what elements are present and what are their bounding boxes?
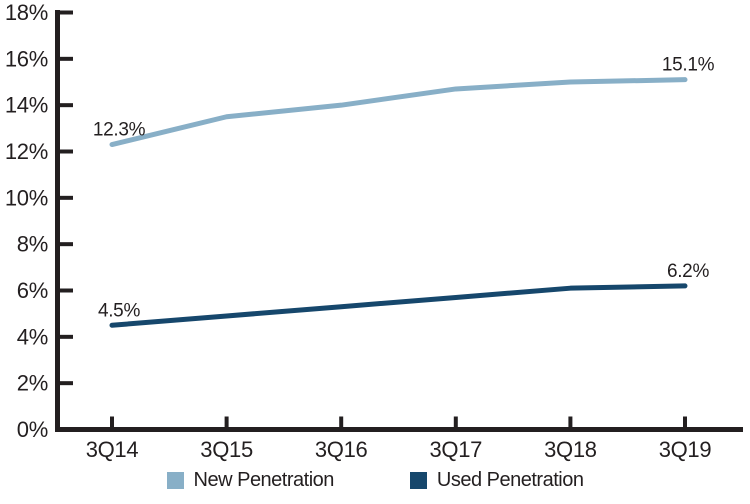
y-axis-tick-label: 6% bbox=[17, 278, 48, 303]
legend-label-used-penetration: Used Penetration bbox=[436, 469, 584, 491]
x-axis-tick-label: 3Q15 bbox=[200, 437, 253, 462]
x-axis-tick-label: 3Q14 bbox=[86, 437, 139, 462]
x-axis-tick-label: 3Q18 bbox=[544, 437, 597, 462]
legend-swatch-new-penetration bbox=[166, 471, 184, 489]
y-axis-tick-label: 16% bbox=[5, 46, 48, 71]
series-line-new-penetration bbox=[109, 77, 688, 148]
series-line-used-penetration bbox=[109, 283, 688, 328]
x-axis-tick-label: 3Q16 bbox=[315, 437, 368, 462]
axis-lines bbox=[55, 10, 743, 432]
x-axis-tick-label: 3Q19 bbox=[659, 437, 712, 462]
legend-label-new-penetration: New Penetration bbox=[193, 469, 335, 491]
y-axis-tick-label: 0% bbox=[17, 417, 48, 442]
y-axis-tick-label: 12% bbox=[5, 139, 48, 164]
data-point-label: 12.3% bbox=[93, 120, 146, 141]
y-axis-tick-label: 2% bbox=[17, 371, 48, 396]
y-axis-tick-label: 8% bbox=[17, 232, 48, 257]
y-axis-tick-label: 10% bbox=[5, 185, 48, 210]
legend-swatch-used-penetration bbox=[409, 471, 427, 489]
legend: New Penetration Used Penetration bbox=[0, 470, 750, 490]
y-axis-tick-label: 4% bbox=[17, 324, 48, 349]
data-point-label: 15.1% bbox=[662, 55, 715, 76]
y-axis-tick-label: 18% bbox=[5, 0, 48, 25]
data-point-label: 4.5% bbox=[98, 300, 141, 321]
y-axis-tick-label: 14% bbox=[5, 93, 48, 118]
data-point-label: 6.2% bbox=[667, 261, 710, 282]
legend-item-new: New Penetration bbox=[166, 469, 335, 491]
x-axis-tick-label: 3Q17 bbox=[429, 437, 482, 462]
legend-item-used: Used Penetration bbox=[409, 469, 584, 491]
